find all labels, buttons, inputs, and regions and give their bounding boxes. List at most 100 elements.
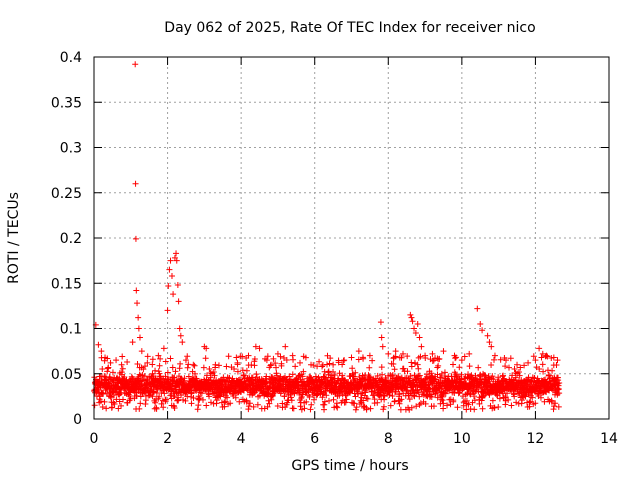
data-point xyxy=(428,394,435,401)
data-point xyxy=(119,353,126,360)
data-point xyxy=(246,400,253,407)
data-point xyxy=(392,353,399,360)
data-point xyxy=(536,365,543,372)
data-point xyxy=(411,325,418,332)
data-point xyxy=(422,400,429,407)
data-point xyxy=(476,400,483,407)
data-point xyxy=(437,374,444,381)
data-point xyxy=(223,363,230,370)
data-point xyxy=(310,396,317,403)
data-point xyxy=(160,404,167,411)
data-point xyxy=(392,348,399,355)
data-point xyxy=(366,364,373,371)
data-point xyxy=(245,352,252,359)
data-point xyxy=(103,405,110,412)
data-point xyxy=(282,343,289,350)
data-point xyxy=(232,394,239,401)
data-point xyxy=(91,402,98,409)
data-point xyxy=(172,368,179,375)
data-point xyxy=(454,373,461,380)
data-point xyxy=(215,362,222,369)
data-point xyxy=(330,396,337,403)
data-point xyxy=(396,390,403,397)
data-point xyxy=(349,365,356,372)
data-point xyxy=(414,320,421,327)
data-point xyxy=(283,356,290,363)
data-point xyxy=(511,393,518,400)
data-point xyxy=(166,266,173,273)
data-point xyxy=(490,376,497,383)
data-point xyxy=(175,397,182,404)
data-point xyxy=(372,388,379,395)
data-point xyxy=(486,390,493,397)
data-point xyxy=(429,350,436,357)
data-point xyxy=(509,372,516,379)
data-point xyxy=(460,399,467,406)
data-point xyxy=(477,320,484,327)
data-point xyxy=(465,401,472,408)
data-point xyxy=(432,391,439,398)
data-point xyxy=(416,372,423,379)
data-point xyxy=(512,374,519,381)
data-point xyxy=(470,393,477,400)
data-point xyxy=(389,372,396,379)
x-tick-labels: 0 2 4 6 8 10 12 14 xyxy=(90,431,618,447)
data-point xyxy=(484,332,491,339)
data-point xyxy=(164,307,171,314)
data-point xyxy=(514,361,521,368)
data-point xyxy=(352,406,359,413)
data-point xyxy=(303,398,310,405)
data-point xyxy=(109,369,116,376)
data-point xyxy=(129,375,136,382)
data-point xyxy=(263,373,270,380)
data-point xyxy=(150,388,157,395)
y-tick-label: 0.15 xyxy=(51,276,82,292)
data-point xyxy=(513,399,520,406)
data-point xyxy=(202,355,209,362)
data-point xyxy=(415,365,422,372)
data-point xyxy=(545,371,552,378)
data-point xyxy=(440,348,447,355)
data-point xyxy=(234,368,241,375)
data-point xyxy=(466,363,473,370)
data-point xyxy=(113,357,120,364)
data-point xyxy=(171,374,178,381)
data-point xyxy=(491,404,498,411)
data-point xyxy=(330,368,337,375)
data-point xyxy=(194,406,201,413)
data-point xyxy=(403,387,410,394)
data-point xyxy=(398,396,405,403)
data-point xyxy=(319,363,326,370)
data-point xyxy=(127,395,134,402)
data-point xyxy=(163,396,170,403)
data-point xyxy=(379,343,386,350)
data-point xyxy=(400,350,406,357)
data-point xyxy=(454,404,461,411)
data-point xyxy=(450,361,457,368)
data-point xyxy=(407,311,414,318)
data-point xyxy=(174,282,181,289)
data-point xyxy=(328,372,335,379)
data-point xyxy=(527,398,534,405)
data-point xyxy=(504,390,511,397)
data-point xyxy=(521,362,528,369)
data-point xyxy=(375,380,382,387)
data-point xyxy=(360,355,367,362)
data-point xyxy=(430,403,437,410)
data-point xyxy=(206,393,213,400)
x-tick-label: 10 xyxy=(453,431,471,447)
data-point xyxy=(109,404,116,411)
data-point xyxy=(308,401,315,408)
data-point xyxy=(250,390,257,397)
data-point xyxy=(272,360,279,367)
data-point xyxy=(400,365,407,372)
data-point xyxy=(355,348,362,355)
data-point xyxy=(300,368,307,375)
data-point xyxy=(133,287,140,294)
data-point xyxy=(417,353,424,360)
data-point xyxy=(307,406,314,413)
data-point xyxy=(245,406,252,413)
data-point xyxy=(319,394,326,401)
data-point xyxy=(198,390,205,397)
